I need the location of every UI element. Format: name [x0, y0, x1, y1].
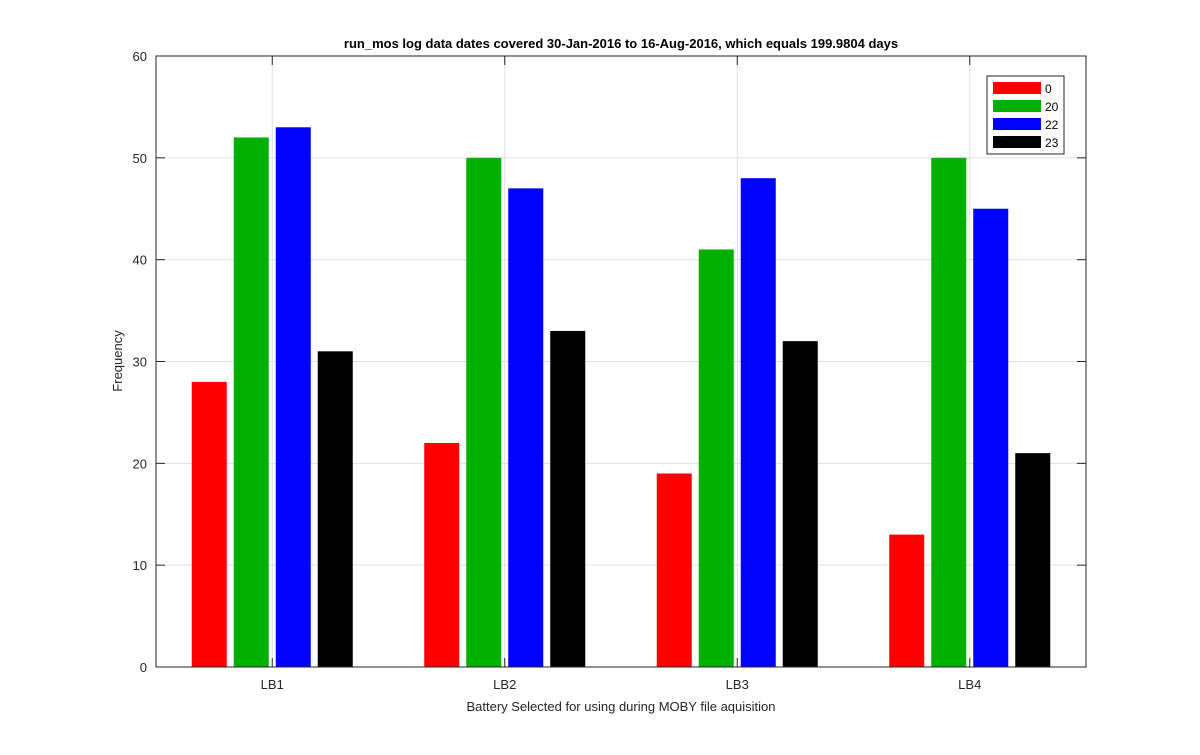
legend-swatch [993, 82, 1041, 94]
y-tick-label: 20 [133, 456, 147, 471]
y-tick-label: 10 [133, 558, 147, 573]
bar [656, 473, 692, 667]
legend-swatch [993, 136, 1041, 148]
legend-swatch [993, 118, 1041, 130]
legend-label: 20 [1045, 100, 1059, 114]
y-axis-label: Frequency [110, 330, 125, 392]
bar [466, 157, 502, 668]
grid-lines [156, 56, 1086, 667]
legend: 0 20 22 23 [986, 75, 1065, 155]
bar [275, 127, 311, 668]
bar [698, 249, 734, 667]
bar [317, 351, 353, 667]
bar [191, 381, 227, 667]
x-tick-label: LB1 [261, 677, 284, 692]
legend-swatch [993, 100, 1041, 112]
y-tick-label: 50 [133, 151, 147, 166]
y-tick-label: 30 [133, 355, 147, 370]
y-tick-label: 0 [140, 660, 147, 675]
bar [782, 341, 818, 667]
bar [424, 442, 460, 667]
x-axis-label: Battery Selected for using during MOBY f… [466, 699, 775, 714]
bars [191, 127, 1051, 668]
chart-title: run_mos log data dates covered 30-Jan-20… [344, 36, 898, 51]
bar [233, 137, 269, 667]
x-tick-label: LB4 [958, 677, 981, 692]
axis-ticks: 0 10 20 30 40 50 60 LB1 LB2 LB3 LB4 [133, 49, 1086, 692]
bar [740, 178, 776, 667]
bar [550, 330, 586, 667]
legend-label: 0 [1045, 82, 1052, 96]
bar [889, 534, 925, 667]
x-tick-label: LB3 [726, 677, 749, 692]
x-tick-label: LB2 [493, 677, 516, 692]
bar [1015, 453, 1051, 667]
bar [931, 157, 967, 668]
bar [973, 208, 1009, 667]
legend-label: 23 [1045, 136, 1059, 150]
y-tick-label: 60 [133, 49, 147, 64]
bar [508, 188, 544, 667]
legend-label: 22 [1045, 118, 1059, 132]
y-tick-label: 40 [133, 253, 147, 268]
